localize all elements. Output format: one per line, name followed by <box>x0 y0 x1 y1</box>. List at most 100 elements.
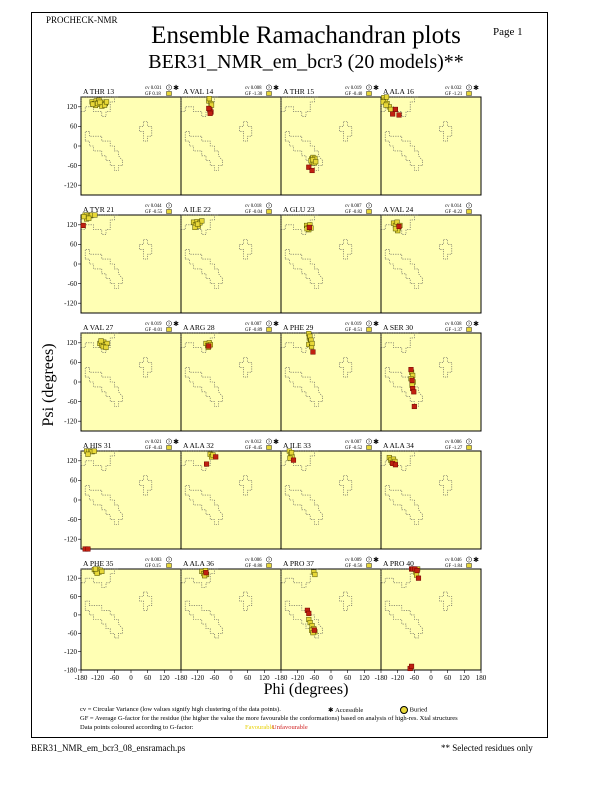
panel-residue-label: A PHE 29 <box>283 323 314 332</box>
unfavourable-data-point <box>85 546 91 552</box>
panel-gf-value: GF -0.55 <box>145 210 163 215</box>
x-tick-label: -120 <box>191 674 204 682</box>
data-point <box>81 214 87 220</box>
y-tick-label: -120 <box>64 536 77 544</box>
surface-indicator-text: ? <box>468 203 471 208</box>
y-tick-label: 0 <box>74 260 78 268</box>
unfavourable-data-point <box>207 110 213 116</box>
allowed-region-outline <box>438 121 453 142</box>
unfavourable-data-point <box>80 222 86 229</box>
unfavourable-data-point <box>411 389 417 395</box>
gfactor-box <box>166 445 172 450</box>
data-point <box>99 568 105 574</box>
panel-gf-value: GF -0.52 <box>345 446 363 451</box>
allowed-region-outline <box>84 366 123 407</box>
y-tick-label: -60 <box>68 280 78 288</box>
allowed-region-outline <box>338 357 353 378</box>
x-tick-label: -60 <box>110 674 120 682</box>
panel-residue-label: A GLU 23 <box>283 205 315 214</box>
surface-indicator-icon <box>366 84 372 91</box>
data-point <box>192 224 198 230</box>
allowed-region-outline <box>239 239 253 260</box>
accessible-star-icon: ✱ <box>173 438 179 446</box>
data-point <box>289 450 295 456</box>
data-point <box>388 106 394 112</box>
panel-plot-area <box>180 450 282 550</box>
surface-indicator-text: ? <box>168 203 171 208</box>
allowed-region-outline <box>280 332 319 353</box>
surface-indicator-text: ? <box>168 321 171 326</box>
y-tick-label: 120 <box>67 103 78 111</box>
panel-cv-value: cv 0.003 <box>145 558 162 563</box>
surface-indicator-text: ? <box>268 439 271 444</box>
accessible-star-icon: ✱ <box>273 84 279 92</box>
surface-indicator-text: ? <box>268 203 271 208</box>
y-tick-label: 0 <box>74 611 78 619</box>
panel-cv-value: cv 0.019 <box>345 86 362 91</box>
x-tick-label: 60 <box>344 674 352 682</box>
data-point <box>97 99 103 105</box>
panel-residue-label: A PRO 37 <box>283 559 314 568</box>
y-tick-label: -120 <box>64 300 77 308</box>
panel-plot-area <box>280 332 382 432</box>
data-point <box>195 221 201 227</box>
allowed-region-outline <box>139 475 153 496</box>
legend-accessible: ✱ Accessible <box>328 706 363 714</box>
surface-indicator-text: ? <box>468 85 471 90</box>
allowed-region-outline <box>180 568 219 588</box>
allowed-region-outline <box>239 121 253 142</box>
unfavourable-data-point <box>306 164 312 170</box>
buried-circle-icon <box>400 706 408 714</box>
x-tick-label: 120 <box>359 674 370 682</box>
data-point <box>199 218 205 224</box>
legend-gf-note: GF = Average G-factor for the residue (t… <box>80 715 458 722</box>
allowed-region-outline <box>139 121 153 142</box>
allowed-region-outline <box>284 131 324 171</box>
panel-residue-label: A ALA 34 <box>383 441 414 450</box>
gfactor-box <box>366 209 372 214</box>
panel-plot-area <box>180 214 282 314</box>
surface-indicator-icon <box>366 202 372 209</box>
allowed-region-outline <box>380 214 419 235</box>
data-point <box>103 344 109 350</box>
allowed-region-outline <box>84 131 123 171</box>
accessible-star-icon: ✱ <box>473 320 479 328</box>
panel-gf-value: GF -1.30 <box>245 92 263 97</box>
x-tick-label: 120 <box>459 674 470 682</box>
data-point <box>98 338 104 344</box>
surface-indicator-icon <box>266 84 272 91</box>
legend-favourable: Favourable <box>245 724 275 731</box>
x-tick-label: 180 <box>476 674 487 682</box>
gfactor-box <box>266 327 272 332</box>
x-tick-label: 120 <box>159 674 170 682</box>
surface-indicator-text: ? <box>468 557 471 562</box>
x-tick-label: 60 <box>244 674 252 682</box>
allowed-region-outline <box>84 249 123 289</box>
panel-residue-label: A VAL 24 <box>383 205 414 214</box>
unfavourable-data-point <box>392 106 398 112</box>
surface-indicator-text: ? <box>368 85 371 90</box>
allowed-region-outline <box>80 96 119 117</box>
chart-title: Ensemble Ramachandran plots <box>151 22 461 49</box>
panel-residue-label: A ILE 22 <box>183 205 211 214</box>
accessible-star-icon: ✱ <box>473 556 479 564</box>
x-tick-label: -120 <box>291 674 304 682</box>
y-tick-label: 120 <box>67 221 78 229</box>
y-tick-label: -120 <box>64 648 77 656</box>
legend-buried-label: Buried <box>409 706 428 714</box>
gfactor-box <box>466 563 472 568</box>
panel-cv-value: cv 0.038 <box>445 322 462 327</box>
panel-cv-value: cv 0.007 <box>345 440 362 445</box>
y-tick-label: 60 <box>70 241 78 249</box>
unfavourable-data-point <box>411 403 417 410</box>
y-tick-label: -60 <box>68 398 78 406</box>
y-tick-label: 0 <box>74 496 78 504</box>
panel-cv-value: cv 0.007 <box>245 322 262 327</box>
